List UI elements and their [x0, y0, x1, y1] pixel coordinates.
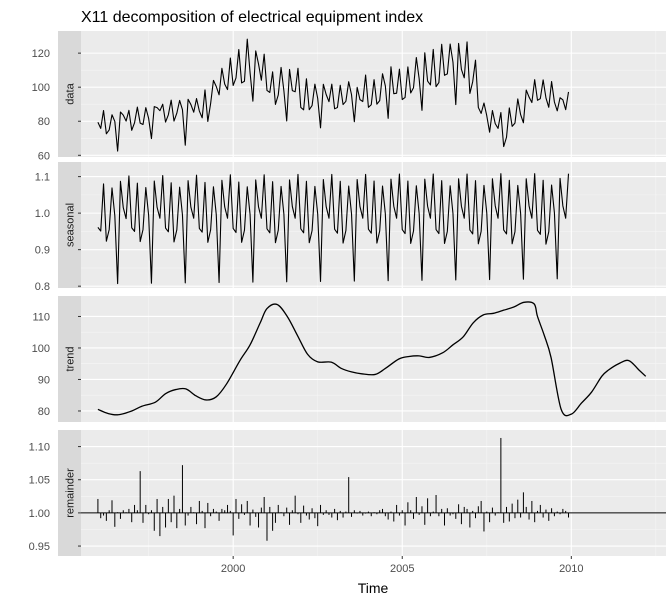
panel-background — [81, 296, 666, 422]
y-tick-label-seasonal: 0.9 — [35, 245, 50, 257]
y-tick-label-data: 100 — [32, 82, 50, 94]
strip-label-seasonal: seasonal — [65, 203, 77, 247]
x-axis: 2000 2005 2010 — [221, 556, 584, 575]
strip-label-remainder: remainder — [65, 468, 77, 518]
y-tick-label-remainder: 1.00 — [29, 508, 50, 520]
x-tick-label: 2005 — [390, 563, 414, 575]
panel-remainder: remainder 0.95 1.00 1.05 1.10 — [29, 430, 666, 556]
y-tick-label-seasonal: 1.0 — [35, 208, 50, 220]
y-tick-label-data: 60 — [38, 150, 50, 162]
y-tick-label-remainder: 0.95 — [29, 541, 50, 553]
x-axis-title: Time — [358, 580, 389, 596]
strip-label-data: data — [65, 82, 77, 104]
strip-label-trend: trend — [65, 346, 77, 371]
x-tick-label: 2010 — [559, 563, 583, 575]
strip-data — [58, 31, 81, 157]
y-tick-label-remainder: 1.10 — [29, 442, 50, 454]
series-line-data — [97, 38, 570, 152]
series-line-seasonal — [97, 173, 570, 285]
panel-trend: trend 80 90 100 110 — [32, 296, 666, 422]
panel-seasonal: seasonal 0.8 0.9 1.0 1.1 — [35, 162, 666, 293]
strip-seasonal — [58, 162, 81, 288]
panel-data: data 60 80 100 120 — [32, 31, 666, 162]
panel-background — [81, 430, 666, 556]
chart-title: X11 decomposition of electrical equipmen… — [81, 9, 423, 26]
panels-layer: data 60 80 100 120 seasonal 0.8 0.9 1.0 1.1 trend 8… — [29, 31, 666, 556]
y-tick-label-seasonal: 1.1 — [35, 172, 50, 184]
x-tick-label: 2000 — [221, 563, 245, 575]
y-tick-label-trend: 100 — [32, 343, 50, 355]
y-tick-label-trend: 110 — [32, 311, 50, 323]
y-tick-label-trend: 90 — [38, 374, 50, 386]
y-tick-label-data: 120 — [32, 48, 50, 60]
y-tick-label-seasonal: 0.8 — [35, 281, 50, 293]
y-tick-label-data: 80 — [38, 116, 50, 128]
y-tick-label-trend: 80 — [38, 406, 50, 418]
y-tick-label-remainder: 1.05 — [29, 475, 50, 487]
series-line-trend — [97, 301, 647, 417]
strip-remainder — [58, 430, 81, 556]
strip-trend — [58, 296, 81, 422]
